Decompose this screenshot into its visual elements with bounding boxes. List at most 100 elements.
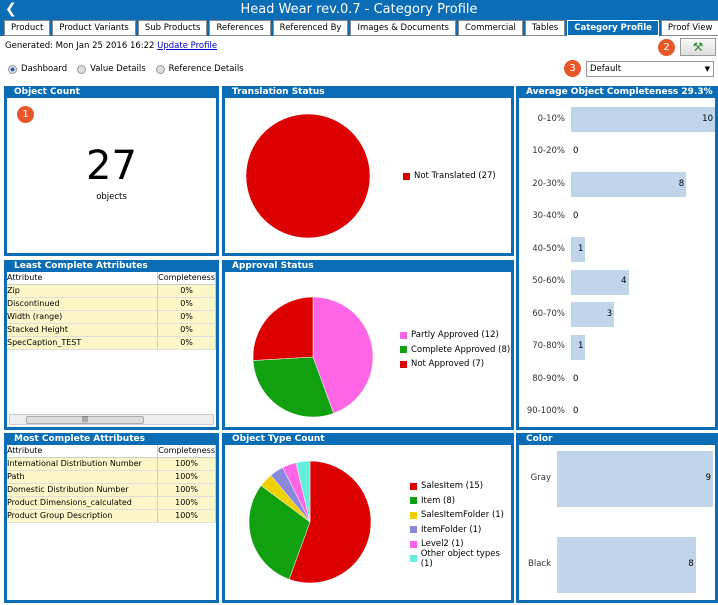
object-count-panel: Object Count 1 27 objects <box>4 86 219 256</box>
radio-reference-details[interactable]: Reference Details <box>155 64 244 74</box>
table-row[interactable]: Width (range) 0% <box>7 310 216 324</box>
scrollbar-thumb[interactable]: ||| <box>26 416 144 424</box>
table-row[interactable]: Stacked Height 0% <box>7 323 216 337</box>
attribute-cell: Product Group Description <box>7 509 159 523</box>
color-panel: Color Gray 9 Black 8 <box>516 433 718 603</box>
radio-label: Dashboard <box>21 64 68 74</box>
column-header[interactable]: Attribute <box>7 445 159 458</box>
tab-product[interactable]: Product <box>4 20 51 36</box>
bar-row: 90-100% 0 <box>519 400 715 425</box>
bar-value: 8 <box>688 559 694 569</box>
table-header-row: Attribute Completeness <box>7 445 216 458</box>
column-header[interactable]: Attribute <box>7 272 159 285</box>
profile-select-value: Default <box>590 64 622 74</box>
table-row[interactable]: SpecCaption_TEST 0% <box>7 336 216 350</box>
bar-row: 30-40% 0 <box>519 205 715 230</box>
tab-category-profile[interactable]: Category Profile <box>567 20 659 36</box>
table-row[interactable]: Path 100% <box>7 470 216 484</box>
approval-pie-chart <box>252 296 374 418</box>
bar-label: 40-50% <box>532 243 565 254</box>
table-row[interactable]: Discontinued 0% <box>7 297 216 311</box>
profile-select[interactable]: Default ▼ <box>586 61 714 77</box>
legend-label: Not Approved (7) <box>411 359 485 370</box>
bar <box>571 107 715 132</box>
horizontal-scrollbar[interactable]: ||| <box>9 414 214 425</box>
view-radio-group: Dashboard Value Details Reference Details <box>8 64 244 74</box>
bar-label: 50-60% <box>532 276 565 286</box>
radio-dashboard[interactable]: Dashboard <box>8 64 67 74</box>
table-row[interactable]: Product Group Description 100% <box>7 509 216 523</box>
object-type-pie-chart <box>248 460 372 584</box>
column-header[interactable]: Completeness <box>157 445 216 458</box>
most-complete-panel: Most Complete Attributes Attribute Comple… <box>4 433 219 603</box>
legend-swatch <box>400 331 407 339</box>
tab-tables[interactable]: Tables <box>524 20 566 36</box>
object-type-legend: SalesItem (15) Item (8) SalesItemFolder (1… <box>410 479 511 569</box>
panel-title: Translation Status <box>222 86 514 98</box>
bar-label: 20-30% <box>532 178 565 189</box>
bar-value: 0 <box>573 373 579 384</box>
pie-slice <box>252 296 314 361</box>
table-row[interactable]: Product Dimensions_calculated 100% <box>7 496 216 510</box>
bar-row: 20-30% 8 <box>519 172 715 197</box>
completeness-cell: 0% <box>157 336 216 350</box>
legend-swatch <box>410 482 417 490</box>
completeness-cell: 100% <box>157 509 216 523</box>
tab-sub-products[interactable]: Sub Products <box>137 20 208 36</box>
tab-referenced-by[interactable]: Referenced By <box>272 20 349 36</box>
bar-row: 0-10% 10 <box>519 107 715 132</box>
table-row[interactable]: Zip 0% <box>7 284 216 298</box>
bar-value: 0 <box>573 146 579 156</box>
table-row[interactable]: International Distribution Number 100% <box>7 457 216 471</box>
average-completeness-panel: Average Object Completeness 29.3% 0-10% 1… <box>516 86 718 430</box>
color-bar-chart: Gray 9 Black 8 <box>519 445 715 595</box>
tab-product-variants[interactable]: Product Variants <box>52 20 136 36</box>
bar <box>571 172 687 197</box>
completeness-cell: 100% <box>157 457 216 471</box>
attribute-cell: Product Dimensions_calculated <box>7 496 159 510</box>
bar-label: 90-100% <box>526 406 565 416</box>
tab-bar: Product Product Variants Sub Products Refer… <box>0 19 718 36</box>
panel-title: Object Type Count <box>222 433 514 445</box>
object-count-value: 27 <box>86 143 137 189</box>
bar-label: 70-80% <box>532 341 565 351</box>
table-row[interactable]: Domestic Distribution Number 100% <box>7 483 216 497</box>
legend-item: Partly Approved (12) <box>400 328 510 343</box>
legend-label: Item (8) <box>421 495 456 506</box>
pie-slice <box>252 356 334 418</box>
attribute-cell: SpecCaption_TEST <box>7 336 159 350</box>
radio-button[interactable] <box>155 64 165 74</box>
bar-value: 8 <box>678 178 685 189</box>
generated-text: Generated: Mon Jan 25 2016 16:22 <box>5 41 155 51</box>
update-profile-link[interactable]: Update Profile <box>157 41 218 51</box>
radio-label: Value Details <box>90 64 146 74</box>
bar-row: 80-90% 0 <box>519 367 715 392</box>
legend-label: Not Translated (27) <box>414 171 496 182</box>
bar <box>557 451 713 507</box>
least-complete-table: Attribute Completeness Zip 0% Discontinued 0%… <box>7 272 216 350</box>
settings-tool-button[interactable]: ⚒ <box>680 38 716 56</box>
radio-button[interactable] <box>77 64 87 74</box>
legend-item: Other object types (1) <box>410 549 511 569</box>
completeness-cell: 100% <box>157 483 216 497</box>
legend-item: Not Approved (7) <box>400 357 510 372</box>
bar-row: Black 8 <box>519 537 715 593</box>
radio-button[interactable] <box>8 64 17 74</box>
panel-title: Most Complete Attributes <box>4 433 219 445</box>
radio-value-details[interactable]: Value Details <box>77 64 146 74</box>
tab-images-documents[interactable]: Images & Documents <box>350 20 456 36</box>
bar-row: 60-70% 3 <box>519 302 715 327</box>
legend-item: Level2 (1) <box>410 537 511 552</box>
completeness-cell: 0% <box>157 323 216 337</box>
pie-slice <box>245 113 371 239</box>
column-header[interactable]: Completeness <box>157 272 216 285</box>
tab-references[interactable]: References <box>209 20 271 36</box>
legend-label: Partly Approved (12) <box>411 330 499 341</box>
pie-slice <box>248 485 311 580</box>
legend-swatch <box>410 540 417 548</box>
bar-row: 70-80% 1 <box>519 334 715 360</box>
tab-proof-view[interactable]: Proof View <box>660 20 718 36</box>
tab-commercial[interactable]: Commercial <box>457 20 523 36</box>
chevron-left-icon[interactable]: ❮ <box>5 1 17 17</box>
callout-badge: 2 <box>658 39 675 56</box>
